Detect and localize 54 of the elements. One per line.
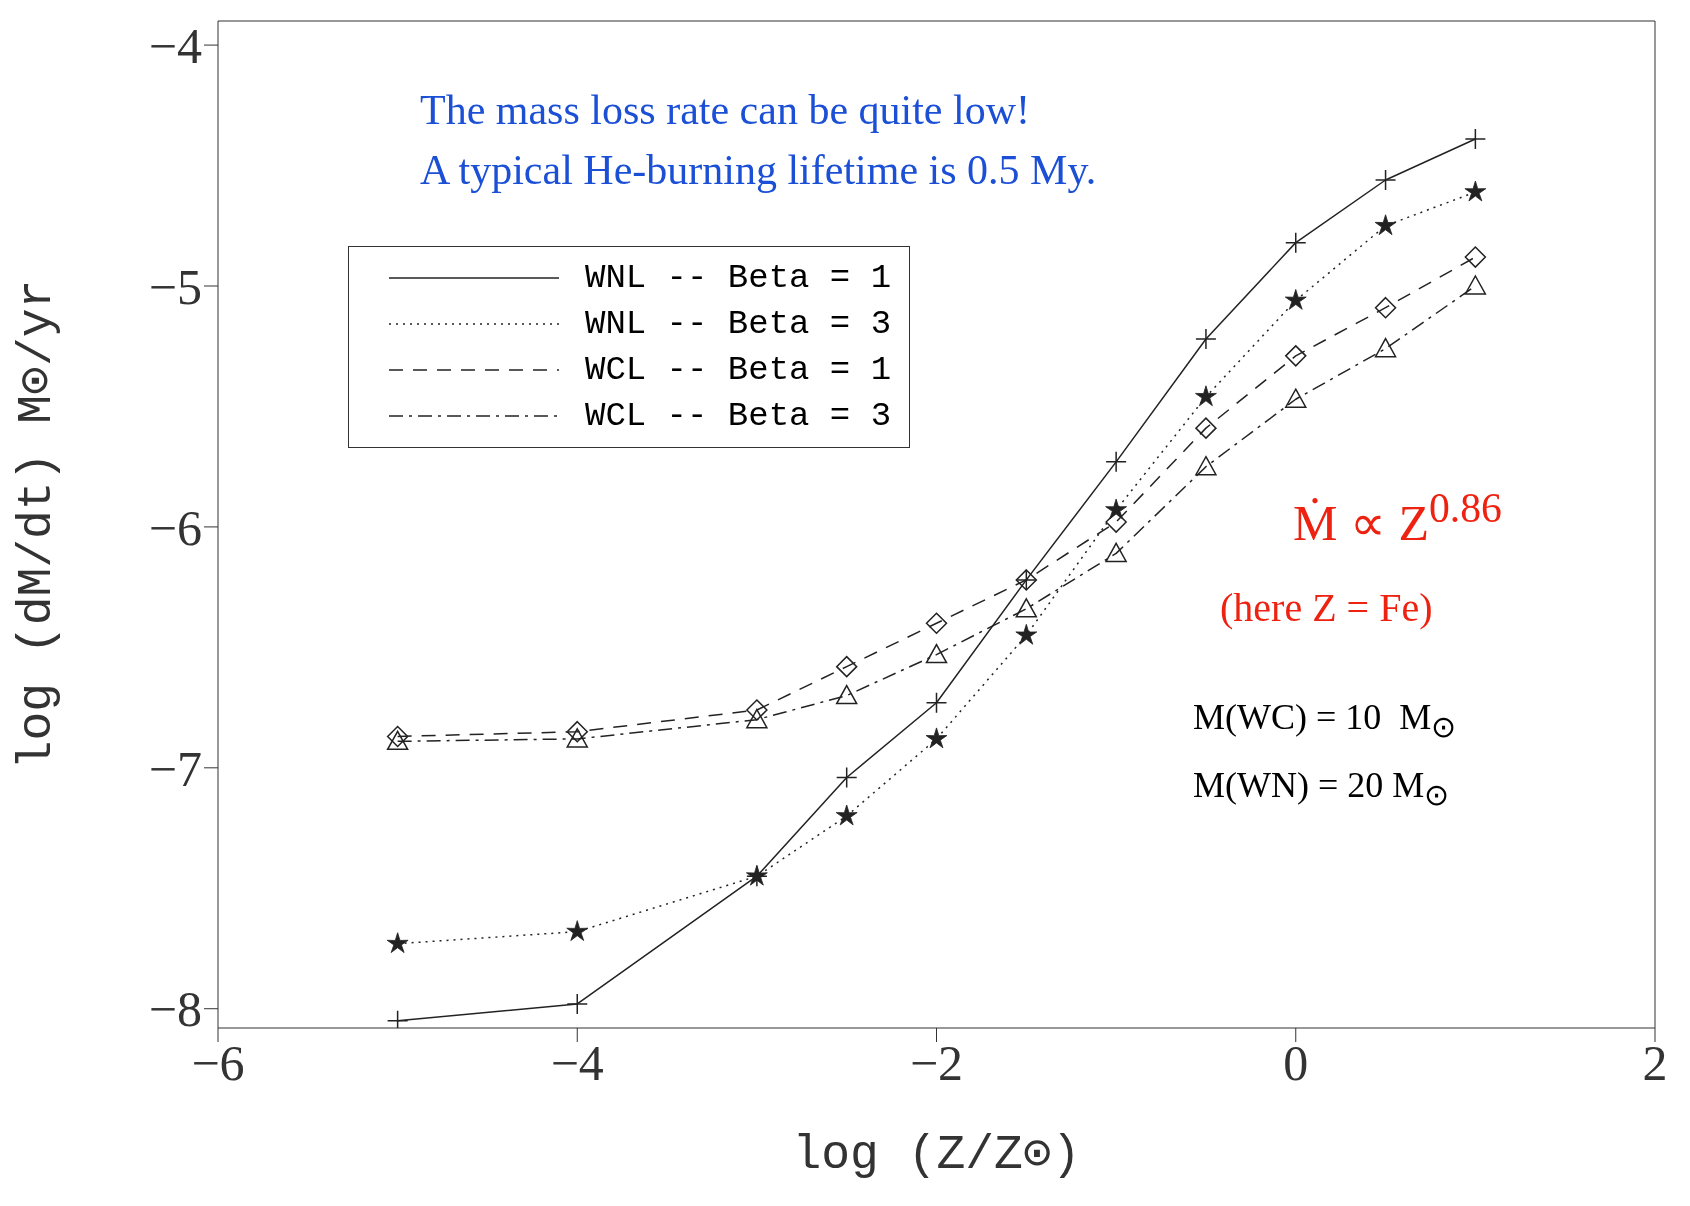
point [1464, 180, 1487, 202]
point [386, 730, 409, 751]
y-tick-label: −7 [148, 740, 202, 797]
point [1464, 246, 1487, 268]
x-tick-label: 2 [1642, 1034, 1668, 1091]
point [566, 728, 588, 748]
legend-label: WCL -- Beta = 1 [585, 351, 892, 389]
y-axis-title: log (dM/dt) M⊙/yr [10, 279, 65, 770]
point [1285, 388, 1307, 408]
point [566, 920, 589, 941]
annotation: M(WN) = 20 M$_{⊙}$ [1193, 764, 1450, 813]
point [746, 699, 768, 721]
point [1285, 345, 1307, 367]
point [386, 932, 409, 953]
point [1374, 337, 1397, 358]
y-tick-label: −4 [148, 17, 202, 74]
legend-label: WNL -- Beta = 3 [585, 305, 892, 343]
legend-label: WCL -- Beta = 3 [585, 397, 892, 435]
point [1015, 598, 1038, 618]
annotation: A typical He-burning lifetime is 0.5 My. [420, 146, 1097, 194]
point [835, 766, 858, 789]
annotation: The mass loss rate can be quite low! [420, 86, 1030, 134]
point [1374, 214, 1397, 236]
y-tick-label: −5 [148, 258, 202, 315]
point [1105, 542, 1127, 563]
point [1374, 296, 1397, 319]
point [835, 684, 858, 705]
point [1464, 275, 1487, 295]
annotation: Ṁ ∝ Z$^{0.86}$ [1293, 484, 1502, 552]
point [386, 1010, 409, 1028]
point [925, 727, 948, 749]
point [386, 725, 409, 748]
point [1195, 385, 1217, 407]
x-tick-label: −4 [550, 1034, 604, 1091]
point [566, 720, 588, 743]
point [925, 692, 948, 714]
x-axis-title: log (Z/Z⊙) [792, 1128, 1081, 1182]
point [925, 643, 948, 664]
legend-label: WNL -- Beta = 1 [585, 259, 892, 297]
point [1195, 417, 1217, 439]
point [1464, 128, 1487, 150]
x-tick-label: −2 [909, 1034, 964, 1091]
point [1284, 289, 1307, 310]
y-tick-label: −6 [148, 499, 202, 556]
annotation: (here Z = Fe) [1220, 584, 1433, 631]
x-tick-label: 0 [1283, 1034, 1309, 1091]
point [835, 804, 858, 826]
point [1374, 169, 1397, 191]
point [835, 655, 858, 678]
annotation: M(WC) = 10 M$_{⊙}$ [1193, 696, 1457, 745]
point [746, 708, 768, 729]
point [1195, 455, 1217, 476]
point [1015, 623, 1038, 645]
point [925, 612, 948, 635]
